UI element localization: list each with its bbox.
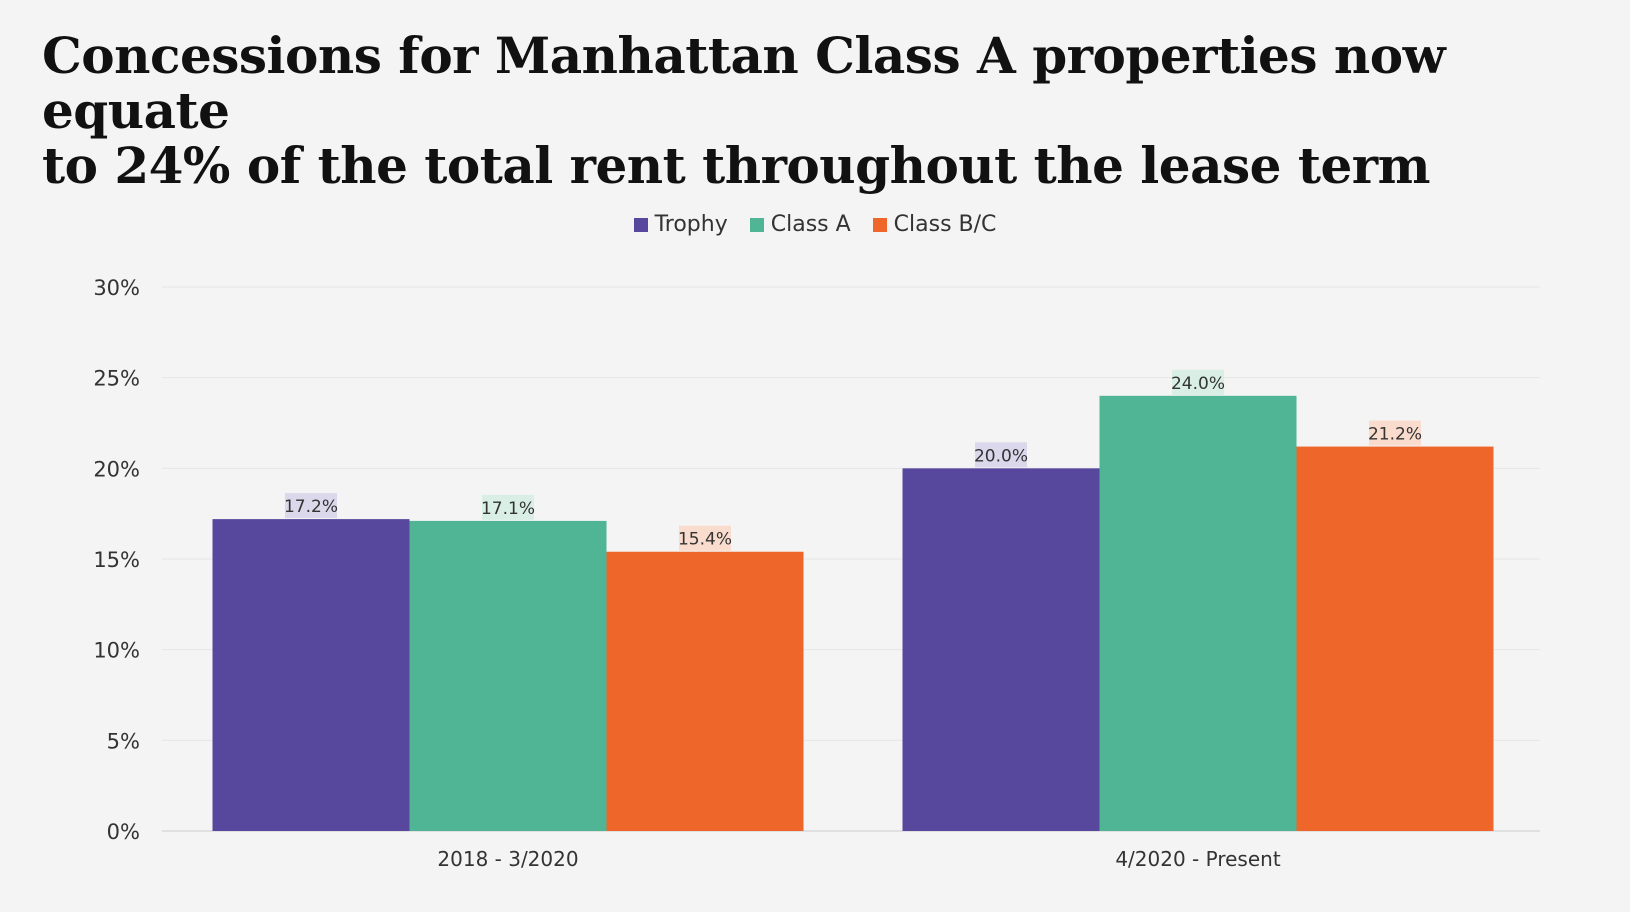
- chart-legend: Trophy Class A Class B/C: [0, 212, 1630, 237]
- bar-trophy-1: [212, 519, 410, 831]
- bar-class-b-c-2: [1296, 446, 1494, 831]
- y-tick-label: 30%: [93, 276, 140, 300]
- legend-item-class-a: Class A: [749, 212, 851, 237]
- data-label-class-b-c-2: 21.2%: [1368, 425, 1422, 445]
- y-tick-label: 5%: [107, 729, 140, 753]
- bars: [212, 395, 1494, 831]
- legend-swatch-class-bc: [872, 217, 887, 232]
- legend-label-class-bc: Class B/C: [893, 212, 997, 237]
- bar-trophy-2: [902, 468, 1100, 831]
- legend-swatch-class-a: [749, 217, 764, 232]
- data-label-class-a-1: 17.1%: [481, 499, 535, 519]
- x-category-label: 4/2020 - Present: [1115, 847, 1280, 871]
- legend-item-class-bc: Class B/C: [872, 212, 997, 237]
- data-label-bg: [285, 493, 337, 519]
- bar-class-a-1: [409, 520, 607, 831]
- data-label-bg: [679, 525, 731, 551]
- bar-class-a-2: [1099, 395, 1297, 831]
- data-labels: 17.2% 17.1% 15.4% 20.0% 24.0% 21.2%: [284, 369, 1422, 551]
- data-label-class-b-c-1: 15.4%: [678, 530, 732, 550]
- data-label-trophy-2: 20.0%: [974, 446, 1028, 466]
- legend-swatch-trophy: [633, 217, 648, 232]
- y-tick-label: 0%: [107, 820, 140, 844]
- y-tick-label: 20%: [93, 457, 140, 481]
- data-label-class-a-2: 24.0%: [1171, 374, 1225, 394]
- data-label-bg: [1172, 369, 1224, 395]
- data-label-bg: [1369, 420, 1421, 446]
- chart-title-line-1: Concessions for Manhattan Class A proper…: [42, 26, 1446, 140]
- bar-class-b-c-1: [606, 551, 804, 831]
- chart-title: Concessions for Manhattan Class A proper…: [42, 28, 1602, 193]
- y-tick-label: 10%: [93, 639, 140, 663]
- data-label-bg: [482, 494, 534, 520]
- x-axis-ticks: 2018 - 3/2020 4/2020 - Present: [437, 847, 1280, 871]
- y-axis-ticks: 0% 5% 10% 15% 20% 25% 30%: [93, 276, 140, 844]
- legend-label-class-a: Class A: [770, 212, 851, 237]
- data-label-trophy-1: 17.2%: [284, 497, 338, 517]
- legend-label-trophy: Trophy: [654, 212, 728, 237]
- data-label-bg: [975, 442, 1027, 468]
- y-tick-label: 15%: [93, 548, 140, 572]
- legend-item-trophy: Trophy: [633, 212, 728, 237]
- x-category-label: 2018 - 3/2020: [437, 847, 578, 871]
- chart-title-line-2: to 24% of the total rent throughout the …: [42, 136, 1431, 195]
- y-tick-label: 25%: [93, 367, 140, 391]
